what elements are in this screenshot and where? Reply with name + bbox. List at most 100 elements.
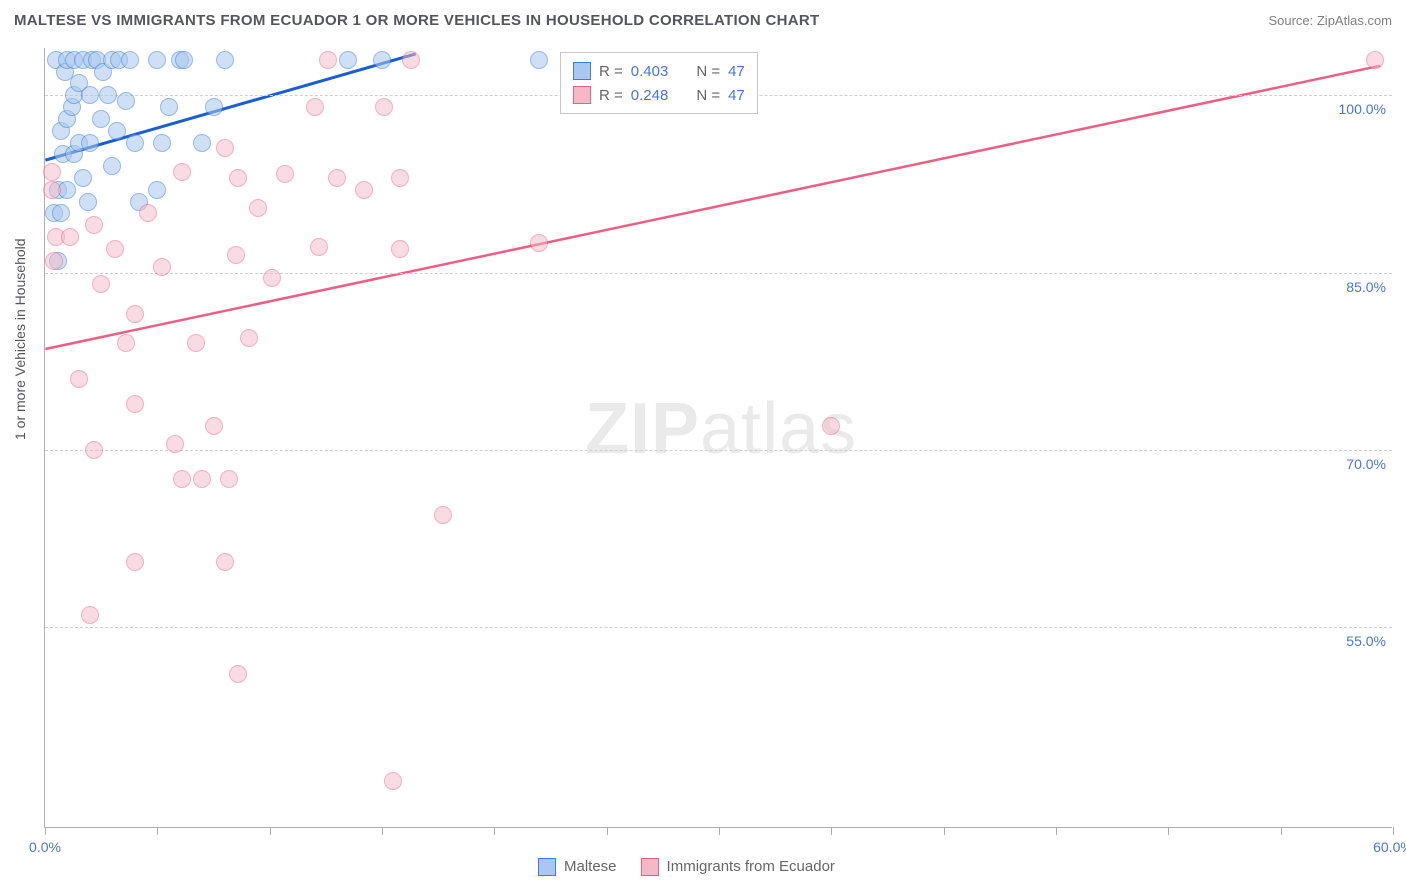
scatter-point-ecuador [45,252,63,270]
trend-lines-layer [45,48,1392,827]
scatter-point-maltese [193,134,211,152]
legend-n-value: 47 [728,63,745,80]
title-bar: MALTESE VS IMMIGRANTS FROM ECUADOR 1 OR … [14,12,1392,29]
scatter-point-ecuador [187,334,205,352]
scatter-point-maltese [81,134,99,152]
gridline-h [45,450,1392,451]
scatter-point-maltese [373,51,391,69]
x-tick [1168,827,1169,835]
x-tick [607,827,608,835]
scatter-point-maltese [108,122,126,140]
scatter-point-ecuador [126,395,144,413]
scatter-point-ecuador [193,470,211,488]
scatter-point-ecuador [92,275,110,293]
series-legend: Maltese Immigrants from Ecuador [538,858,835,876]
scatter-point-maltese [530,51,548,69]
scatter-point-ecuador [220,470,238,488]
scatter-point-ecuador [85,441,103,459]
source-text: Source: ZipAtlas.com [1268,13,1392,28]
scatter-point-ecuador [173,470,191,488]
legend-row: R =0.403N =47 [573,59,745,83]
scatter-point-maltese [126,134,144,152]
scatter-point-ecuador [384,772,402,790]
legend-n-label: N = [696,87,720,104]
scatter-point-ecuador [166,435,184,453]
scatter-point-ecuador [530,234,548,252]
scatter-point-maltese [81,86,99,104]
scatter-point-maltese [117,92,135,110]
legend-swatch [641,858,659,876]
scatter-point-maltese [148,51,166,69]
scatter-point-ecuador [227,246,245,264]
scatter-point-ecuador [402,51,420,69]
legend-item: Immigrants from Ecuador [641,858,835,876]
scatter-point-ecuador [310,238,328,256]
scatter-point-ecuador [240,329,258,347]
legend-label: Immigrants from Ecuador [667,858,835,875]
scatter-point-ecuador [81,606,99,624]
scatter-point-ecuador [139,204,157,222]
scatter-point-ecuador [216,139,234,157]
y-tick-label: 100.0% [1339,101,1386,117]
scatter-point-maltese [121,51,139,69]
scatter-point-ecuador [126,305,144,323]
scatter-point-ecuador [106,240,124,258]
scatter-point-maltese [339,51,357,69]
scatter-point-ecuador [1366,51,1384,69]
scatter-point-ecuador [276,165,294,183]
legend-label: Maltese [564,858,617,875]
scatter-point-maltese [52,204,70,222]
watermark-bold: ZIP [585,389,700,469]
x-tick [1281,827,1282,835]
legend-swatch [538,858,556,876]
x-tick [719,827,720,835]
legend-swatch [573,62,591,80]
x-tick [1056,827,1057,835]
x-tick [494,827,495,835]
scatter-point-ecuador [216,553,234,571]
scatter-point-maltese [175,51,193,69]
scatter-point-ecuador [173,163,191,181]
gridline-h [45,627,1392,628]
watermark: ZIPatlas [585,388,857,470]
legend-row: R =0.248N =47 [573,83,745,107]
scatter-point-ecuador [306,98,324,116]
x-tick [157,827,158,835]
scatter-point-ecuador [434,506,452,524]
scatter-point-maltese [216,51,234,69]
scatter-point-ecuador [391,240,409,258]
scatter-point-maltese [160,98,178,116]
scatter-point-ecuador [126,553,144,571]
scatter-point-maltese [103,157,121,175]
legend-r-label: R = [599,63,623,80]
scatter-point-maltese [74,169,92,187]
scatter-point-maltese [153,134,171,152]
correlation-legend: R =0.403N =47R =0.248N =47 [560,52,758,114]
scatter-point-ecuador [153,258,171,276]
scatter-point-maltese [205,98,223,116]
scatter-point-maltese [92,110,110,128]
legend-r-value: 0.248 [631,87,669,104]
x-tick-label: 60.0% [1373,839,1406,855]
legend-n-value: 47 [728,87,745,104]
scatter-point-ecuador [85,216,103,234]
scatter-point-ecuador [61,228,79,246]
scatter-point-ecuador [822,417,840,435]
scatter-point-ecuador [229,665,247,683]
x-tick-label: 0.0% [29,839,61,855]
scatter-point-ecuador [319,51,337,69]
y-tick-label: 55.0% [1346,633,1386,649]
gridline-h [45,273,1392,274]
scatter-point-ecuador [117,334,135,352]
scatter-point-maltese [148,181,166,199]
scatter-point-ecuador [249,199,267,217]
x-tick [1393,827,1394,835]
scatter-point-maltese [79,193,97,211]
legend-r-value: 0.403 [631,63,669,80]
x-tick [382,827,383,835]
scatter-plot: ZIPatlas 55.0%70.0%85.0%100.0%0.0%60.0% [44,48,1392,828]
scatter-point-ecuador [328,169,346,187]
x-tick [270,827,271,835]
legend-swatch [573,86,591,104]
y-tick-label: 85.0% [1346,279,1386,295]
